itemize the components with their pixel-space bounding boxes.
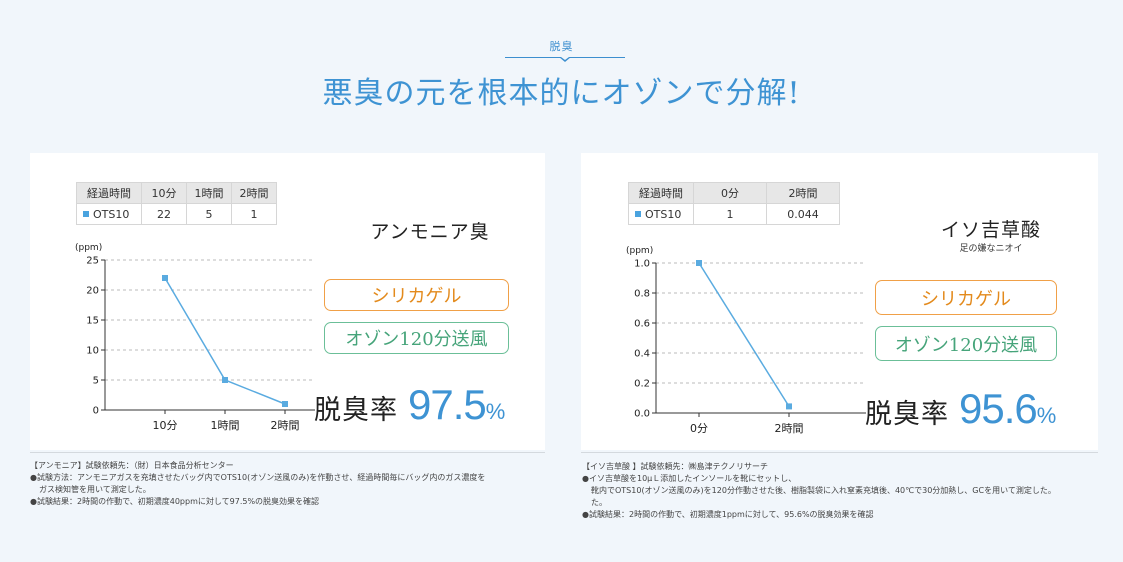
y-tick-label: 15 (86, 316, 99, 327)
y-tick-label: 0.0 (634, 409, 650, 420)
deodorize-rate: 脱臭率 95.6 % (865, 385, 1056, 433)
note-line: ●イソ吉草酸を10μＬ添加したインソールを靴にセットし、 (582, 474, 797, 483)
method-silica-gel: シリカゲル (875, 280, 1057, 315)
x-tick-label: 0分 (690, 422, 708, 435)
method-ozone: オゾン120分送風 (324, 322, 509, 354)
page-headline: 悪臭の元を根本的にオゾンで分解! (322, 76, 801, 111)
table-header-cell: 1時間 (186, 182, 232, 204)
table-cell: 0.044 (766, 203, 840, 225)
y-tick-label: 20 (86, 286, 99, 297)
smell-title: イソ吉草酸 (940, 219, 1041, 241)
table-header-cell: 10分 (141, 182, 187, 204)
table-header-cell: 2時間 (766, 182, 840, 204)
y-tick-label: 10 (86, 346, 99, 357)
data-point (222, 377, 228, 383)
method-silica-gel: シリカゲル (324, 279, 509, 311)
table-header-cell: 経過時間 (628, 182, 694, 204)
table-header-cell: 0分 (693, 182, 767, 204)
rate-unit: % (485, 399, 506, 424)
data-point (786, 403, 792, 410)
x-tick-label: 2時間 (271, 419, 300, 432)
isovaleric-data-table: 経過時間 0分 2時間 OTS10 1 0.044 (628, 182, 840, 225)
isovaleric-line-chart: (ppm) 0.0 0.2 0.4 0.6 0.8 1.0 0分 2時間 (626, 246, 866, 435)
data-point (282, 401, 288, 407)
table-cell: 22 (141, 203, 187, 225)
y-tick-label: 0 (93, 406, 99, 417)
y-tick-label: 0.2 (634, 379, 650, 390)
ammonia-line-chart: (ppm) 0 5 10 15 20 25 10分 1時間 2時間 (75, 243, 315, 432)
rate-label: 脱臭率 (865, 399, 949, 430)
table-row: OTS10 22 5 1 (76, 203, 277, 225)
note-line: 靴内でOTS10(オゾン送風のみ)を120分作動させた後、樹脂製袋に入れ窒素充填… (591, 486, 1056, 495)
y-tick-label: 25 (86, 256, 99, 267)
series-marker-icon (83, 210, 89, 217)
divider (581, 452, 1098, 453)
table-header-row: 経過時間 0分 2時間 (628, 182, 840, 204)
note-line: た。 (591, 498, 607, 507)
note-line: ●試験結果：2時間の作動で、初期濃度40ppmに対して97.5%の脱臭効果を確認 (30, 497, 320, 506)
series-marker-icon (635, 210, 641, 217)
table-header-cell: 経過時間 (76, 182, 142, 204)
rate-value: 95.6 (959, 385, 1038, 432)
section-eyebrow: 脱臭 (549, 40, 574, 53)
data-point (696, 260, 702, 266)
x-tick-label: 1時間 (211, 419, 240, 432)
table-cell: 1 (231, 203, 277, 225)
divider (30, 452, 545, 453)
table-row-label: OTS10 (628, 203, 694, 225)
smell-subtitle: 足の嫌なニオイ (959, 244, 1023, 254)
y-tick-label: 0.4 (634, 349, 650, 360)
rate-value: 97.5 (408, 381, 487, 428)
table-row: OTS10 1 0.044 (628, 203, 840, 225)
table-header-row: 経過時間 10分 1時間 2時間 (76, 182, 277, 204)
table-header-cell: 2時間 (231, 182, 277, 204)
series-line (164, 277, 286, 405)
y-tick-label: 0.8 (634, 289, 650, 300)
rate-label: 脱臭率 (314, 395, 398, 426)
y-axis-label: (ppm) (626, 246, 653, 256)
note-line: ●試験方法：アンモニアガスを充填させたバッグ内でOTS10(オゾン送風のみ)を作… (30, 473, 486, 482)
method-ozone: オゾン120分送風 (875, 326, 1057, 361)
table-row-label: OTS10 (76, 203, 142, 225)
series-line (698, 262, 790, 407)
ammonia-data-table: 経過時間 10分 1時間 2時間 OTS10 22 5 1 (76, 182, 277, 225)
note-line: 【アンモニア】試験依頼先：（財）日本食品分析センター (30, 461, 234, 470)
x-tick-label: 10分 (153, 419, 178, 432)
x-tick-label: 2時間 (775, 422, 804, 435)
deodorize-rate: 脱臭率 97.5 % (314, 381, 505, 429)
note-line: 【イソ吉草酸 】試験依頼先：㈱島津テクノリサーチ (582, 462, 769, 471)
table-cell: 1 (693, 203, 767, 225)
y-tick-label: 1.0 (634, 259, 650, 270)
table-cell: 5 (186, 203, 232, 225)
isovaleric-test-notes: 【イソ吉草酸 】試験依頼先：㈱島津テクノリサーチ ●イソ吉草酸を10μＬ添加した… (582, 461, 1056, 521)
y-axis-label: (ppm) (75, 243, 102, 253)
y-tick-label: 5 (93, 376, 99, 387)
note-line: ガス検知管を用いて測定した。 (39, 485, 151, 494)
note-line: ●試験結果：2時間の作動で、初期濃度1ppmに対して、95.6%の脱臭効果を確認 (582, 510, 874, 519)
isovaleric-card: 経過時間 0分 2時間 OTS10 1 0.044 (ppm) 0.0 0.2 0.4… (581, 153, 1098, 450)
ammonia-card: 経過時間 10分 1時間 2時間 OTS10 22 5 1 (ppm) 0 5 10 1… (30, 153, 545, 450)
smell-title: アンモニア臭 (370, 221, 490, 243)
ammonia-test-notes: 【アンモニア】試験依頼先：（財）日本食品分析センター ●試験方法：アンモニアガス… (30, 460, 485, 508)
y-tick-label: 0.6 (634, 319, 650, 330)
data-point (162, 275, 168, 281)
rate-unit: % (1036, 403, 1057, 428)
